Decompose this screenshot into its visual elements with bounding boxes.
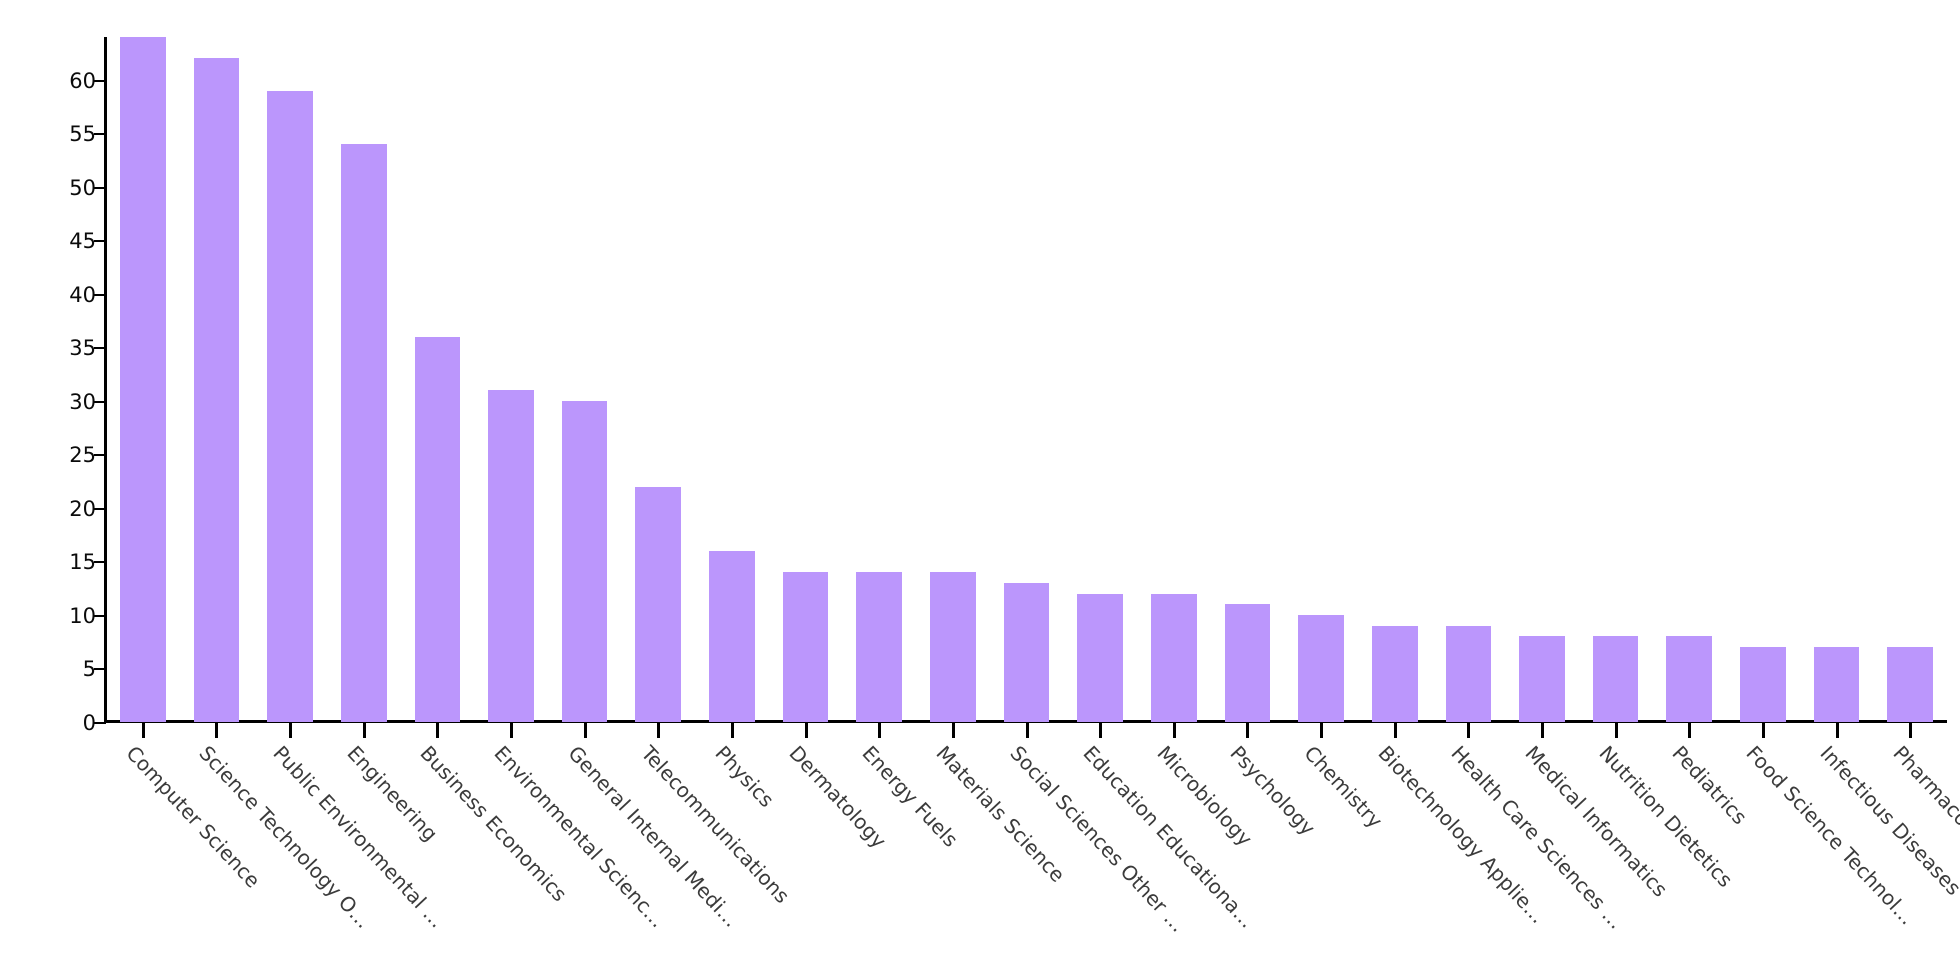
bar[interactable] [1150,593,1197,722]
bar[interactable] [635,486,682,722]
bar[interactable] [193,58,240,722]
bar[interactable] [1445,625,1492,722]
x-tick-mark [141,723,145,738]
x-tick-label: Materials Science [931,741,1070,888]
bars-container [106,37,1947,722]
x-tick-mark [1688,723,1692,738]
x-tick-mark [1909,723,1913,738]
y-tick-mark [94,614,106,617]
x-tick-mark [1835,723,1839,738]
x-tick-mark [510,723,514,738]
y-tick-label: 60 [69,68,96,93]
bar[interactable] [267,90,313,722]
y-tick-label: 55 [69,122,96,147]
bar[interactable] [1887,647,1933,722]
x-tick-label: Telecommunications [636,741,795,908]
bar[interactable] [1813,647,1860,722]
x-tick-mark [362,723,366,738]
y-tick-label: 40 [69,282,96,307]
y-tick-label: 45 [69,229,96,254]
y-axis-line [104,37,107,722]
x-tick-mark [1099,723,1103,738]
bar[interactable] [930,572,976,722]
bar[interactable] [561,400,608,722]
x-tick-mark [1246,723,1250,738]
x-tick-mark [215,723,219,738]
x-tick-mark [657,723,661,738]
y-tick-mark [94,507,106,510]
x-tick-mark [1172,723,1176,738]
y-tick-label: 35 [69,336,96,361]
x-tick-mark [878,723,882,738]
bar[interactable] [119,37,166,722]
x-tick-mark [583,723,587,738]
y-tick-label: 5 [82,657,96,682]
x-tick-mark [1393,723,1397,738]
bar[interactable] [709,550,755,722]
x-tick-mark [951,723,955,738]
bar[interactable] [1003,582,1050,722]
y-tick-mark [94,79,106,82]
x-tick-mark [1025,723,1029,738]
y-tick-label: 20 [69,496,96,521]
x-tick-label: Infectious Diseases [1814,741,1960,900]
bar[interactable] [414,336,461,722]
bar[interactable] [1592,636,1639,722]
y-tick-label: 10 [69,603,96,628]
y-tick-mark [94,561,106,564]
x-tick-mark [1320,723,1324,738]
bar[interactable] [1077,593,1123,722]
y-tick-label: 15 [69,550,96,575]
y-tick-label: 50 [69,175,96,200]
x-tick-mark [1467,723,1471,738]
bar[interactable] [1519,636,1565,722]
y-tick-mark [94,722,106,724]
bar[interactable] [1298,614,1344,722]
x-tick-mark [804,723,808,738]
y-tick-mark [94,347,106,350]
x-tick-label: Computer Science [121,741,265,893]
x-tick-mark [1614,723,1618,738]
y-tick-label: 0 [82,711,96,735]
bar[interactable] [856,572,903,722]
y-tick-mark [94,454,106,457]
y-tick-mark [94,133,106,136]
x-tick-mark [436,723,440,738]
bar[interactable] [1666,636,1713,722]
bar[interactable] [340,144,387,722]
bar[interactable] [1740,647,1786,722]
y-tick-label: 25 [69,443,96,468]
x-tick-mark [289,723,293,738]
bar[interactable] [1224,604,1271,722]
y-tick-mark [94,400,106,403]
x-tick-mark [1540,723,1544,738]
x-tick-mark [1761,723,1765,738]
bar[interactable] [1371,625,1418,722]
x-tick-label: Business Economics [415,741,573,907]
x-tick-label: Medical Informatics [1520,741,1673,902]
x-tick-label: Physics [710,741,779,812]
x-tick-mark [730,723,734,738]
bar[interactable] [488,390,534,722]
y-tick-mark [94,240,106,243]
y-tick-mark [94,668,106,671]
y-tick-mark [94,293,106,296]
y-tick-mark [94,186,106,189]
y-tick-label: 30 [69,389,96,414]
x-tick-label: Nutrition Dietetics [1594,741,1738,892]
bar[interactable] [782,572,829,722]
